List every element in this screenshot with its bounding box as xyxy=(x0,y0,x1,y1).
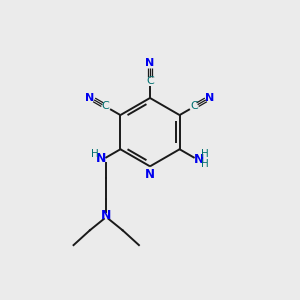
Text: N: N xyxy=(101,209,111,222)
Text: H: H xyxy=(201,159,209,169)
Text: N: N xyxy=(146,58,154,68)
Text: N: N xyxy=(96,152,106,165)
Text: C: C xyxy=(102,101,109,112)
Text: N: N xyxy=(194,153,204,166)
Text: C: C xyxy=(191,101,198,112)
Text: N: N xyxy=(205,92,214,103)
Text: H: H xyxy=(91,149,99,160)
Text: N: N xyxy=(145,168,155,181)
Text: H: H xyxy=(201,149,209,160)
Text: N: N xyxy=(85,92,95,103)
Text: C: C xyxy=(146,76,154,86)
